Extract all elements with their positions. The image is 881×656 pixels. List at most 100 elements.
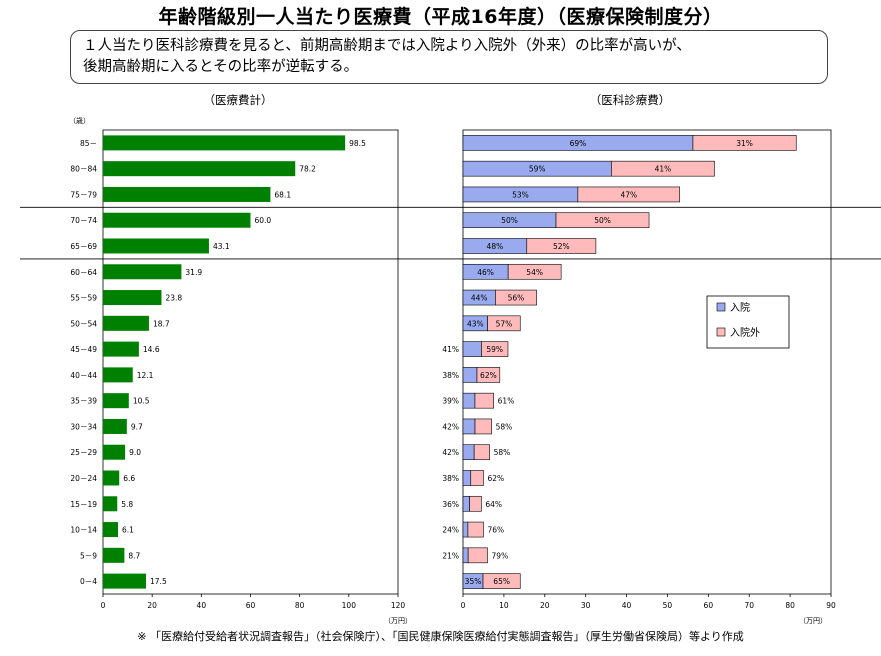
inpatient-percent-label: 24% bbox=[442, 526, 459, 535]
summary-line-1: １人当たり医科診療費を見ると、前期高齢期までは入院より入院外（外来）の比率が高い… bbox=[83, 38, 691, 54]
outpatient-bar bbox=[474, 418, 492, 435]
outpatient-percent-label: 62% bbox=[487, 474, 504, 483]
outpatient-percent-label: 47% bbox=[620, 190, 637, 199]
right-x-tick-label: 0 bbox=[461, 601, 466, 610]
outpatient-bar bbox=[526, 238, 597, 254]
left-category-label: 65－69 bbox=[70, 242, 97, 251]
left-value-label: 5.8 bbox=[121, 500, 133, 509]
left-bar bbox=[103, 135, 346, 151]
left-bar bbox=[103, 315, 149, 331]
left-value-label: 12.1 bbox=[137, 371, 154, 380]
outpatient-bar bbox=[467, 521, 484, 538]
left-value-label: 14.6 bbox=[143, 345, 160, 354]
right-x-tick-label: 10 bbox=[499, 601, 509, 610]
left-bar bbox=[103, 444, 126, 460]
inpatient-bar bbox=[462, 341, 482, 357]
outpatient-bar bbox=[476, 367, 501, 383]
left-category-label: 0－4 bbox=[80, 577, 97, 586]
left-value-label: 8.7 bbox=[128, 551, 140, 560]
outpatient-bar bbox=[467, 547, 488, 564]
left-x-tick-label: 0 bbox=[101, 601, 106, 610]
inpatient-bar bbox=[462, 418, 476, 435]
inpatient-percent-label: 44% bbox=[471, 294, 488, 303]
summary-box: １人当たり医科診療費を見ると、前期高齢期までは入院より入院外（外来）の比率が高い… bbox=[70, 30, 828, 84]
right-x-tick-label: 50 bbox=[663, 601, 673, 610]
outpatient-bar bbox=[470, 470, 484, 486]
right-x-tick-label: 60 bbox=[704, 601, 714, 610]
legend-inpatient-swatch bbox=[716, 302, 726, 312]
inpatient-percent-label: 59% bbox=[529, 165, 546, 174]
left-category-label: 35－39 bbox=[70, 397, 97, 406]
inpatient-percent-label: 42% bbox=[442, 422, 459, 431]
left-bar bbox=[103, 522, 118, 538]
right-x-tick-label: 40 bbox=[622, 601, 632, 610]
left-bar bbox=[103, 212, 251, 228]
age-group-dividers bbox=[20, 206, 881, 260]
left-category-label: 85－ bbox=[80, 139, 97, 148]
inpatient-percent-label: 38% bbox=[442, 371, 459, 380]
left-value-label: 10.5 bbox=[133, 397, 150, 406]
inpatient-percent-label: 39% bbox=[442, 397, 459, 406]
inpatient-percent-label: 21% bbox=[442, 551, 459, 560]
left-category-label: 70－74 bbox=[70, 216, 97, 225]
left-bar bbox=[103, 186, 271, 202]
left-category-label: 15－19 bbox=[70, 500, 97, 509]
outpatient-bar bbox=[481, 341, 509, 357]
left-x-tick-label: 100 bbox=[342, 601, 357, 610]
left-bar bbox=[103, 547, 125, 563]
left-bar bbox=[103, 264, 182, 280]
left-x-tick-label: 20 bbox=[147, 601, 157, 610]
left-bar bbox=[103, 470, 120, 486]
right-x-tick-label: 70 bbox=[744, 601, 754, 610]
inpatient-bar bbox=[462, 521, 469, 538]
right-x-tick-label: 20 bbox=[540, 601, 550, 610]
left-bar bbox=[103, 341, 139, 357]
outpatient-bar bbox=[611, 160, 715, 177]
source-note: ※ 「医療給付受給者状況調査報告」（社会保険庁）、「国民健康保険医療給付実態調査… bbox=[137, 630, 744, 643]
left-category-label: 10－14 bbox=[70, 526, 97, 535]
inpatient-percent-label: 69% bbox=[570, 139, 587, 148]
inpatient-percent-label: 41% bbox=[442, 345, 459, 354]
left-value-label: 43.1 bbox=[213, 242, 230, 251]
inpatient-percent-label: 35% bbox=[465, 577, 482, 586]
outpatient-percent-label: 76% bbox=[487, 526, 504, 535]
inpatient-percent-label: 43% bbox=[467, 319, 484, 328]
page-title: 年齢階級別一人当たり医療費（平成16年度）（医療保険制度分） bbox=[158, 6, 723, 28]
left-category-label: 40－44 bbox=[70, 371, 97, 380]
outpatient-percent-label: 79% bbox=[492, 551, 509, 560]
left-category-label: 80－84 bbox=[70, 165, 97, 174]
outpatient-percent-label: 61% bbox=[498, 397, 515, 406]
outpatient-percent-label: 59% bbox=[486, 345, 503, 354]
outpatient-bar bbox=[495, 289, 537, 306]
outpatient-percent-label: 54% bbox=[526, 268, 543, 277]
inpatient-percent-label: 42% bbox=[442, 448, 459, 457]
left-value-label: 60.0 bbox=[255, 216, 272, 225]
outpatient-bar bbox=[474, 392, 494, 409]
left-x-tick-label: 40 bbox=[197, 601, 207, 610]
left-bar bbox=[103, 573, 147, 589]
outpatient-percent-label: 58% bbox=[494, 448, 511, 457]
outpatient-percent-label: 50% bbox=[594, 216, 611, 225]
left-bar bbox=[103, 393, 129, 409]
inpatient-percent-label: 36% bbox=[442, 500, 459, 509]
legend-outpatient-swatch bbox=[716, 327, 726, 337]
right-x-tick-label: 80 bbox=[785, 601, 795, 610]
left-value-label: 6.1 bbox=[122, 526, 134, 535]
right-plot-frame bbox=[462, 129, 832, 595]
left-category-label: 30－34 bbox=[70, 422, 97, 431]
legend-inpatient-label: 入院 bbox=[730, 301, 750, 314]
left-x-tick-label: 120 bbox=[391, 601, 406, 610]
outpatient-bar bbox=[555, 212, 650, 229]
outpatient-bar bbox=[507, 263, 562, 280]
left-category-label: 45－49 bbox=[70, 345, 97, 354]
right-x-tick-label: 30 bbox=[581, 601, 591, 610]
left-category-label: 75－79 bbox=[70, 190, 97, 199]
inpatient-bar bbox=[462, 470, 472, 486]
inpatient-bar bbox=[462, 367, 478, 383]
left-bar bbox=[103, 161, 296, 177]
outpatient-percent-label: 64% bbox=[485, 500, 502, 509]
left-bar bbox=[103, 496, 118, 512]
left-value-label: 17.5 bbox=[150, 577, 167, 586]
